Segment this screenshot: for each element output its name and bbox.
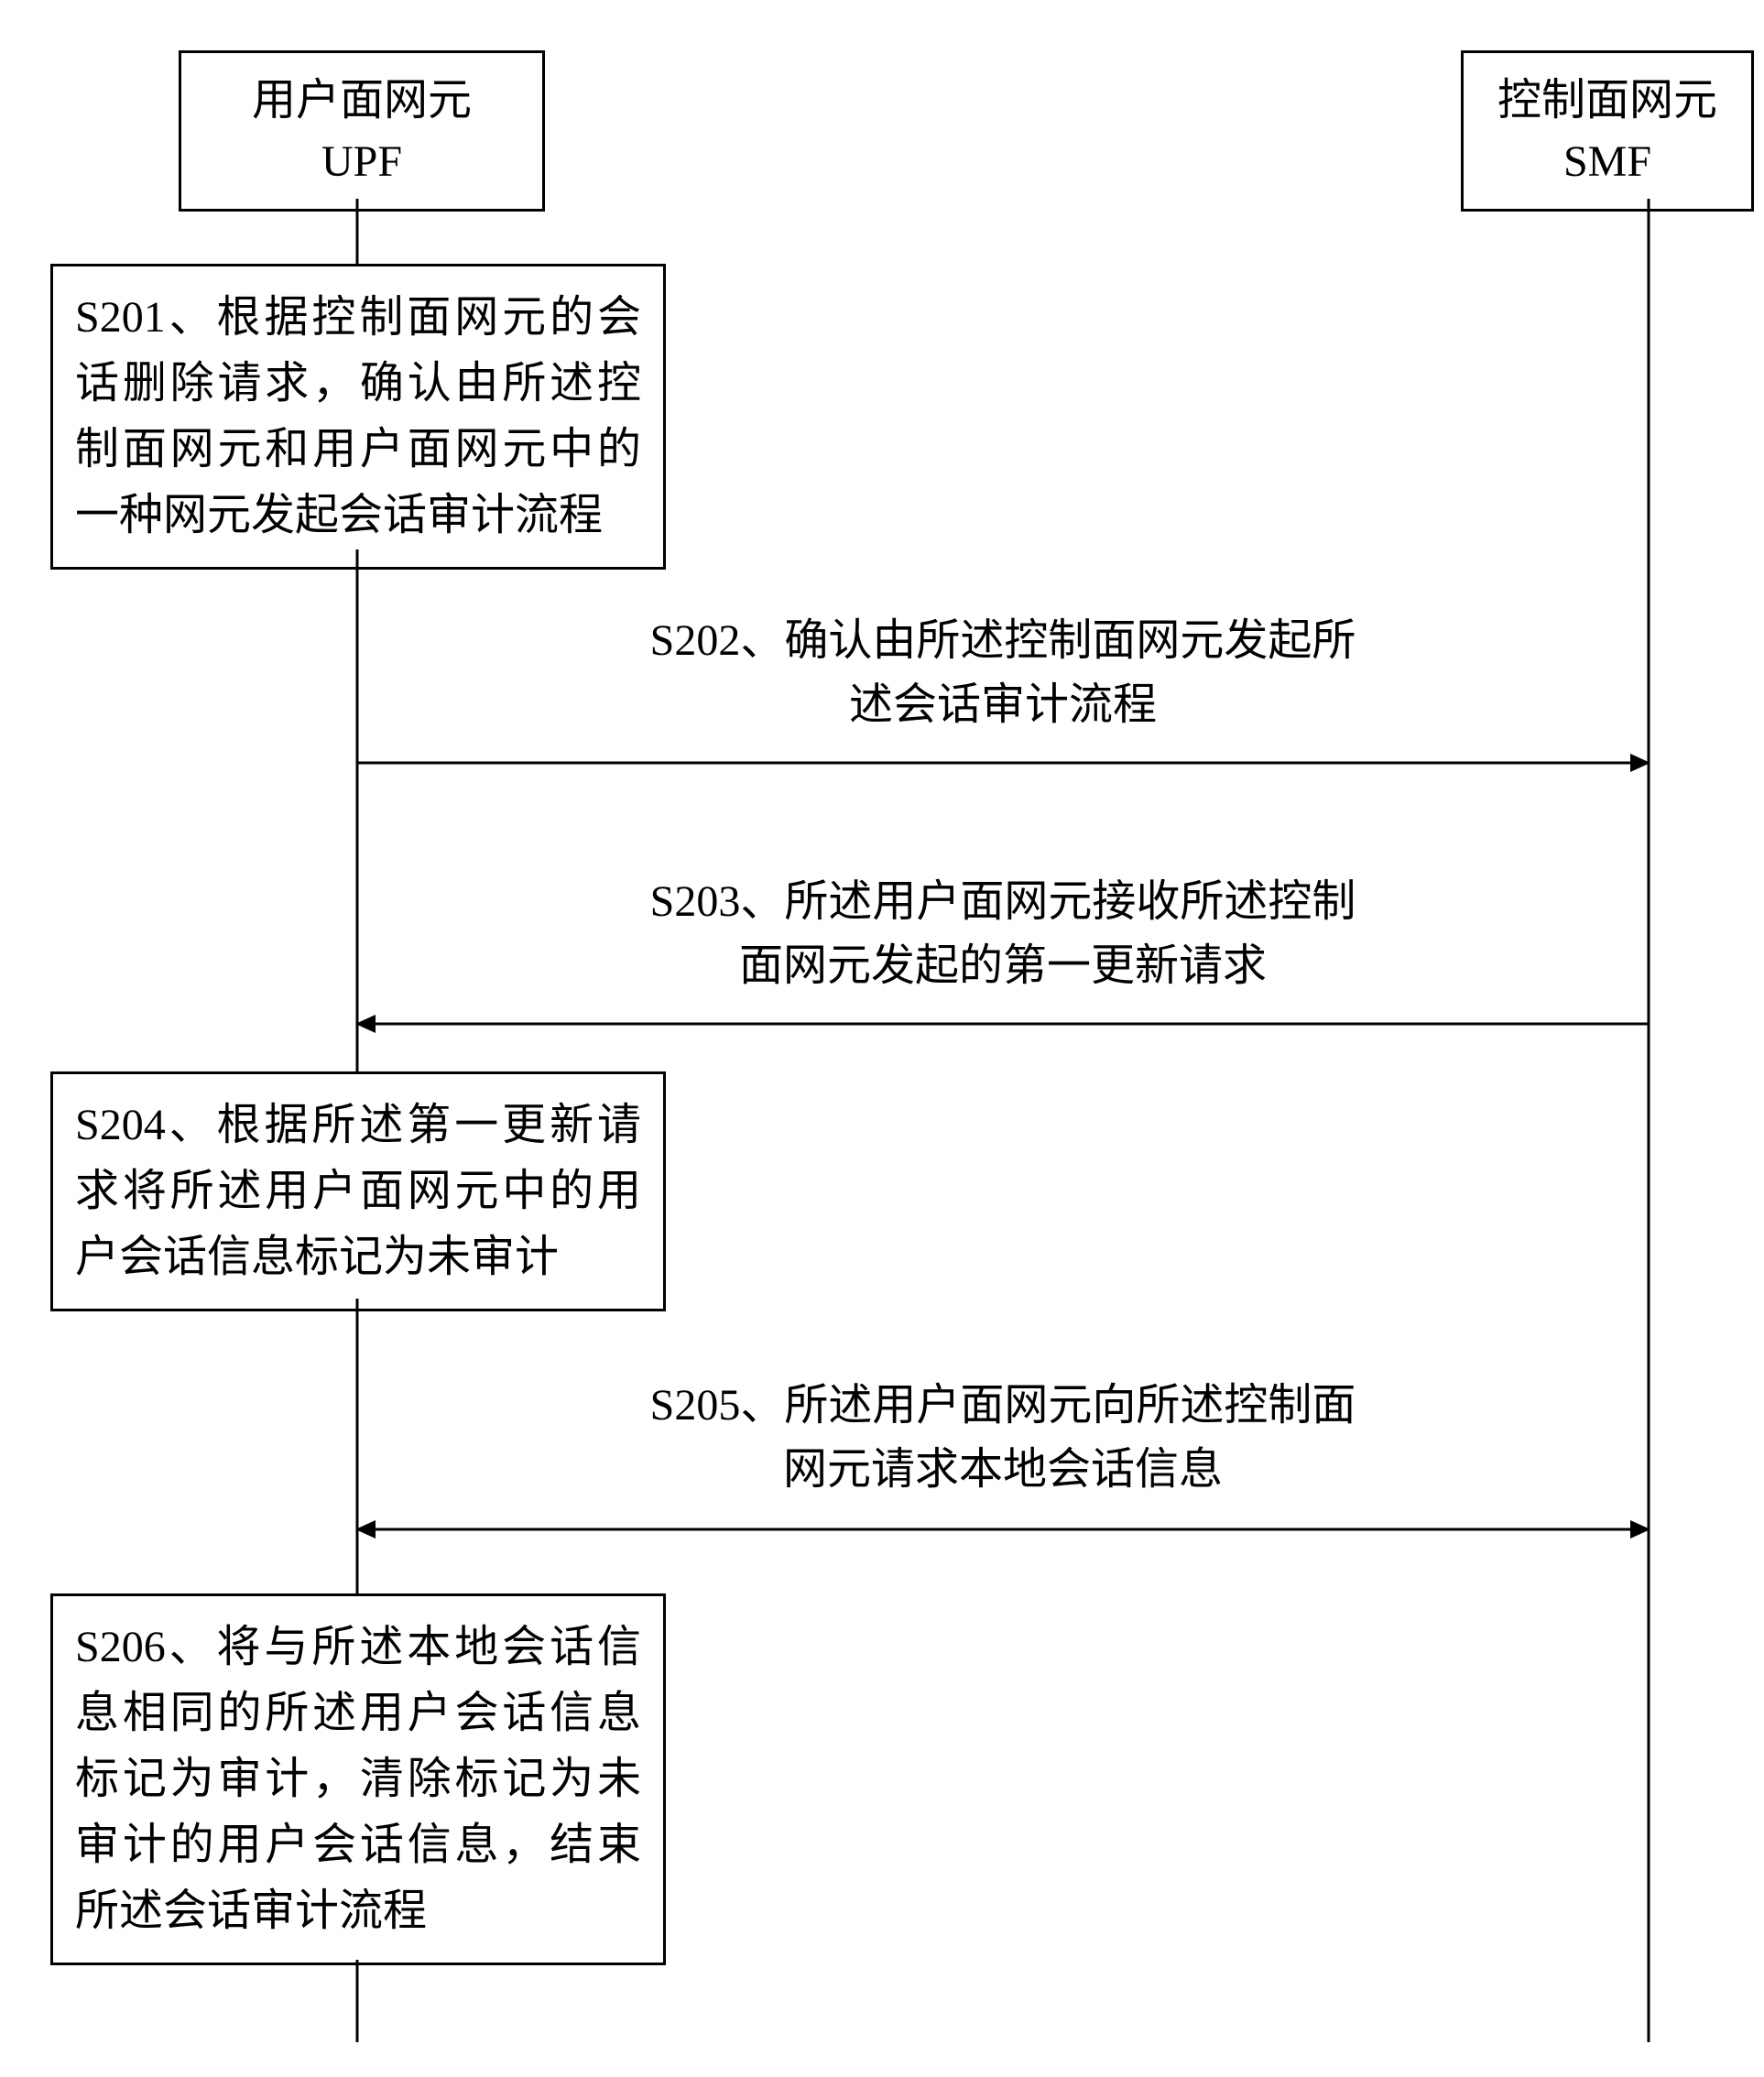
msg-s205-line1: S205、所述用户面网元向所述控制面 — [517, 1374, 1488, 1438]
msg-s203-line2: 面网元发起的第一更新请求 — [517, 934, 1488, 998]
msg-s202-label: S202、确认由所述控制面网元发起所 述会话审计流程 — [517, 609, 1488, 736]
step-s206-box: S206、将与所述本地会话信息相同的所述用户会话信息标记为审计，清除标记为未审计… — [50, 1593, 666, 1965]
step-s206-text: S206、将与所述本地会话信息相同的所述用户会话信息标记为审计，清除标记为未审计… — [75, 1623, 641, 1935]
smf-header-line1: 控制面网元 — [1486, 70, 1729, 131]
msg-s205-line2: 网元请求本地会话信息 — [517, 1438, 1488, 1502]
lifeline-header-upf: 用户面网元 UPF — [179, 50, 545, 212]
upf-header-line1: 用户面网元 — [203, 70, 520, 131]
step-s201-box: S201、根据控制面网元的会话删除请求，确认由所述控制面网元和用户面网元中的一种… — [50, 264, 666, 570]
smf-header-line2: SMF — [1486, 131, 1729, 192]
msg-s203-line1: S203、所述用户面网元接收所述控制 — [517, 870, 1488, 934]
msg-s202-line2: 述会话审计流程 — [517, 673, 1488, 737]
msg-s203-label: S203、所述用户面网元接收所述控制 面网元发起的第一更新请求 — [517, 870, 1488, 997]
upf-header-line2: UPF — [203, 131, 520, 192]
lifeline-header-smf: 控制面网元 SMF — [1461, 50, 1754, 212]
step-s204-box: S204、根据所述第一更新请求将所述用户面网元中的用户会话信息标记为未审计 — [50, 1071, 666, 1311]
msg-s205-label: S205、所述用户面网元向所述控制面 网元请求本地会话信息 — [517, 1374, 1488, 1501]
msg-s202-line1: S202、确认由所述控制面网元发起所 — [517, 609, 1488, 673]
step-s204-text: S204、根据所述第一更新请求将所述用户面网元中的用户会话信息标记为未审计 — [75, 1101, 641, 1281]
step-s201-text: S201、根据控制面网元的会话删除请求，确认由所述控制面网元和用户面网元中的一种… — [75, 293, 641, 539]
sequence-diagram: 用户面网元 UPF 控制面网元 SMF S201、根据控制面网元的会话删除请求，… — [0, 0, 1764, 2077]
